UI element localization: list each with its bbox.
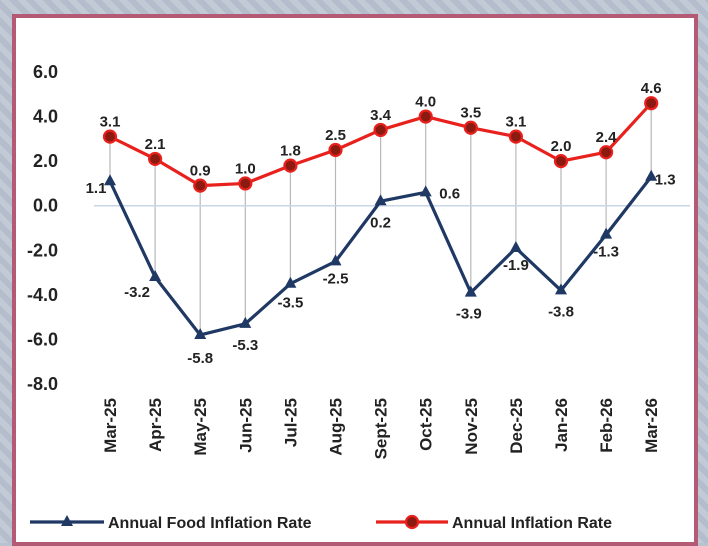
food-inflation-data-label: -5.8: [187, 350, 213, 367]
inflation-point: [373, 122, 388, 138]
y-tick-label: -8.0: [27, 374, 58, 394]
inflation-point: [148, 151, 163, 167]
inflation-data-label: 3.1: [505, 114, 526, 131]
inflation-point: [238, 176, 253, 191]
legend-inflation-marker: [404, 514, 420, 530]
food-inflation-data-label: -3.5: [277, 295, 303, 312]
y-tick-label: 4.0: [33, 107, 58, 127]
x-tick-label: Nov-25: [462, 398, 481, 455]
x-tick-label: Jun-25: [236, 398, 255, 453]
inflation-point: [463, 120, 478, 135]
inflation-data-label: 1.8: [280, 143, 301, 160]
food-inflation-point: [104, 174, 116, 186]
x-tick-label: Mar-25: [101, 398, 120, 453]
inflation-data-label: 1.0: [235, 160, 256, 177]
x-tick-label: Aug-25: [327, 398, 346, 456]
food-inflation-point: [645, 169, 658, 181]
inflation-data-label: 4.0: [415, 94, 436, 111]
inflation-data-label: 2.5: [325, 127, 346, 144]
food-inflation-data-label: -1.3: [593, 244, 619, 261]
y-tick-label: 0.0: [33, 196, 58, 216]
y-tick-label: -2.0: [27, 240, 58, 260]
food-inflation-point: [555, 283, 567, 295]
legend-food-marker: [61, 515, 73, 526]
inflation-point: [102, 129, 118, 144]
food-inflation-data-label: -3.2: [124, 284, 150, 301]
food-inflation-point: [509, 241, 522, 253]
food-inflation-point: [600, 227, 613, 239]
chart-frame: [12, 14, 698, 546]
food-inflation-point: [149, 270, 162, 282]
food-inflation-point: [329, 254, 342, 266]
legend-inflation-label: Annual Inflation Rate: [452, 515, 612, 532]
inflation-data-label: 3.4: [370, 107, 392, 124]
data-labels: 3.1 2.1 0.9 1.0 1.8 2.5 3.4 4.0 3.5 3.1 2.0 2.4 4.6 1…: [86, 80, 676, 367]
x-tick-label: Dec-25: [507, 398, 526, 454]
inflation-point: [508, 129, 524, 144]
x-tick-label: May-25: [191, 398, 210, 456]
inflation-point: [598, 145, 614, 160]
x-tick-label: Apr-25: [146, 398, 165, 452]
y-tick-label: 2.0: [33, 151, 58, 171]
food-inflation-point: [194, 327, 207, 339]
inflation-point: [418, 109, 433, 124]
inflation-point: [328, 142, 343, 158]
y-tick-label: 6.0: [33, 62, 58, 82]
food-inflation-data-label: -3.8: [548, 303, 574, 320]
food-inflation-point: [419, 185, 432, 197]
food-inflation-data-label: -2.5: [323, 270, 349, 287]
x-tick-label: Jul-25: [281, 398, 300, 447]
x-tick-label: Sept-25: [372, 398, 391, 459]
y-tick-label: -4.0: [27, 285, 58, 305]
x-tick-label: Feb-26: [597, 398, 616, 453]
food-inflation-data-label: -3.9: [456, 306, 482, 323]
inflation-data-label: 3.1: [100, 114, 121, 131]
x-tick-label: Mar-26: [642, 398, 661, 453]
food-inflation-point: [464, 285, 477, 297]
y-tick-label: -6.0: [27, 329, 58, 349]
food-inflation-data-label: 1.3: [655, 172, 676, 189]
food-inflation-point: [239, 316, 252, 328]
inflation-data-label: 0.9: [190, 163, 211, 180]
inflation-data-label: 2.1: [145, 136, 166, 153]
inflation-point: [644, 96, 659, 111]
inflation-point: [193, 178, 208, 193]
inflation-point: [283, 158, 298, 173]
axes: 6.0 4.0 2.0 0.0 -2.0 -4.0 -6.0 -8.0 Mar-25 Apr-25…: [27, 62, 690, 459]
inflation-data-label: 4.6: [641, 80, 662, 97]
legend-food-label: Annual Food Inflation Rate: [108, 515, 312, 532]
inflation-point: [553, 154, 569, 169]
inflation-data-label: 3.5: [460, 105, 481, 122]
food-inflation-point: [374, 194, 387, 206]
x-tick-label: Oct-25: [417, 398, 436, 451]
inflation-data-label: 2.0: [551, 138, 572, 155]
food-inflation-data-label: 0.6: [439, 185, 460, 202]
food-inflation-data-label: -5.3: [232, 337, 258, 354]
legend: Annual Food Inflation Rate Annual Inflati…: [30, 514, 612, 532]
food-inflation-data-label: 1.1: [86, 180, 107, 197]
inflation-data-label: 2.4: [596, 129, 618, 146]
x-tick-label: Jan-26: [552, 398, 571, 452]
series-markers: [102, 96, 659, 339]
food-inflation-point: [284, 276, 297, 288]
food-inflation-data-label: 0.2: [370, 214, 391, 231]
food-inflation-data-label: -1.9: [503, 257, 529, 274]
